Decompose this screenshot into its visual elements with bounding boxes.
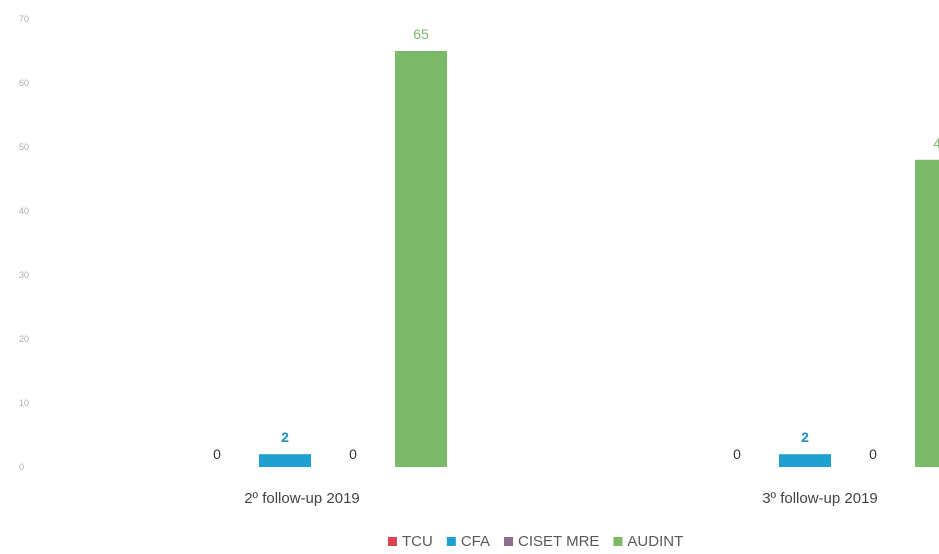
bar-audint (915, 159, 939, 468)
data-label: 0 (733, 446, 741, 462)
category-label: 3º follow-up 2019 (762, 490, 878, 507)
legend-swatch (446, 537, 456, 546)
y-tick-label: 70 (19, 14, 29, 24)
y-axis: 0 10 20 30 40 50 60 70 (19, 14, 29, 472)
legend-swatch (388, 537, 397, 546)
y-tick-label: 30 (19, 270, 29, 280)
legend-entry: CISET MRE (518, 533, 599, 550)
y-tick-label: 40 (19, 206, 29, 216)
legend-entry: AUDINT (627, 533, 683, 550)
y-tick-label: 10 (19, 398, 29, 408)
data-label: 0 (213, 446, 221, 462)
bar-cfa (779, 454, 831, 467)
legend-swatch (504, 537, 514, 546)
category-labels: 2º follow-up 2019 3º follow-up 2019 (244, 490, 878, 507)
data-label: 2 (801, 429, 809, 445)
y-tick-label: 50 (19, 142, 29, 152)
data-label: 0 (869, 446, 877, 462)
y-tick-label: 20 (19, 334, 29, 344)
category-label: 2º follow-up 2019 (244, 490, 360, 507)
y-tick-label: 0 (19, 462, 24, 472)
bar-audint (395, 51, 447, 467)
bar-cfa (259, 454, 311, 467)
data-labels: 0 2 0 65 0 2 0 48 (213, 26, 939, 462)
y-tick-label: 60 (19, 78, 29, 88)
data-label: 48 (933, 135, 939, 151)
legend-swatch (613, 537, 623, 546)
legend: TCU CFA CISET MRE AUDINT (388, 533, 683, 550)
legend-entry: TCU (402, 533, 433, 550)
legend-entry: CFA (461, 533, 490, 550)
data-label: 2 (281, 429, 289, 445)
data-label: 65 (413, 26, 429, 42)
bars (259, 51, 939, 468)
data-label: 0 (349, 446, 357, 462)
